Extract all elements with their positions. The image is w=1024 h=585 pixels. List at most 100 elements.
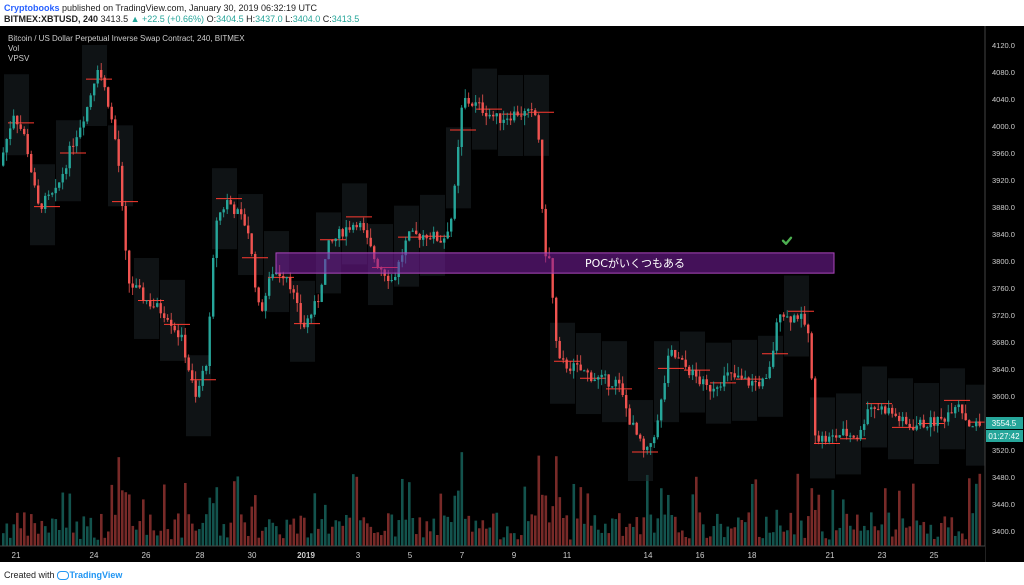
candle-body [943,418,946,422]
candle-body [341,229,344,237]
candle-body [842,428,845,436]
candle-body [369,237,372,247]
volume-bar [912,483,915,546]
candle-body [807,324,810,334]
volume-bar [548,522,551,546]
volume-bar [835,530,838,546]
volume-bar [947,527,950,546]
volume-bar [404,519,408,546]
volume-bar [670,514,674,546]
volume-bar [565,515,569,546]
candle-body [926,427,929,429]
candle-body [310,314,313,319]
candle-body [520,115,523,117]
x-tick-label: 26 [142,551,151,560]
candle-body [768,366,771,378]
candle-body [5,139,8,153]
y-tick-label: 3600.0 [992,392,1015,401]
candle-body [313,301,316,315]
volume-bar [303,517,306,546]
volume-bar [247,535,250,546]
candle-body [523,110,526,116]
volume-bar [604,523,607,546]
candle-body [243,214,246,226]
candle-body [149,300,152,307]
candle-body [600,374,603,378]
volume-bar [537,455,541,546]
candle-body [583,370,586,372]
candle-body [607,374,610,387]
volume-bar [289,524,292,546]
volume-bar [698,512,702,546]
candle-body [646,446,649,450]
volume-bar [170,539,173,546]
candle-body [2,152,5,166]
volume-bar [873,526,877,546]
volume-bar [485,528,488,546]
candle-body [408,231,411,241]
volume-bar [212,503,215,546]
y-tick-label: 3760.0 [992,284,1015,293]
candle-body [604,374,607,376]
volume-bar [488,527,492,546]
volume-bar [359,520,362,546]
candle-body [152,306,155,308]
volume-bar [205,514,208,546]
volume-bar [828,539,831,546]
volume-bar [131,525,135,546]
volume-bar [100,513,103,546]
price-chart[interactable]: POCがいくつもある 3400.03440.03480.03520.03560.… [0,26,1024,562]
candle-body [100,70,103,78]
y-tick-label: 4040.0 [992,95,1015,104]
candle-body [922,419,925,428]
indicator-vpsv[interactable]: VPSV [8,54,30,63]
y-tick-label: 4000.0 [992,122,1015,131]
price-axis[interactable] [985,26,1024,562]
candle-body [240,209,243,215]
candle-body [674,349,677,358]
volume-bar [943,516,947,546]
candle-body [614,379,617,387]
candle-body [887,407,890,414]
candle-body [747,377,750,386]
candle-body [908,423,911,428]
volume-bar [30,514,33,546]
volume-bar [740,519,744,546]
volume-bar [149,514,152,546]
candle-body [765,377,768,379]
volume-bar [264,527,268,546]
volume-bar [695,476,698,546]
candle-body [422,235,425,240]
volume-bar [712,526,716,546]
volume-bar [758,536,761,546]
candle-body [775,322,778,351]
candle-body [345,227,348,237]
volume-bar [177,513,180,546]
volume-bar [849,525,852,546]
volume-bar [79,538,82,546]
candle-body [418,233,421,240]
volume-bar [457,490,460,546]
chart-area[interactable]: POCがいくつもある 3400.03440.03480.03520.03560.… [0,26,1024,562]
candle-body [457,146,460,186]
candle-body [19,124,22,129]
volume-bar [691,494,695,546]
candle-body [845,428,848,436]
volume-bar [495,512,499,546]
candle-body [394,276,397,281]
time-axis[interactable] [0,546,985,562]
author-link[interactable]: Cryptobooks [4,3,60,13]
volume-bar [782,531,786,546]
volume-bar [607,533,611,546]
indicator-vol[interactable]: Vol [8,44,19,53]
candle-body [142,287,145,301]
candle-body [348,227,351,230]
volume-bar [61,492,65,546]
candle-body [513,111,516,121]
candle-body [978,421,981,426]
volume-bar [866,530,870,546]
volume-bar [807,516,810,546]
volume-bar [908,526,912,546]
volume-bar [905,527,908,546]
tradingview-link[interactable]: TradingView [69,570,123,580]
